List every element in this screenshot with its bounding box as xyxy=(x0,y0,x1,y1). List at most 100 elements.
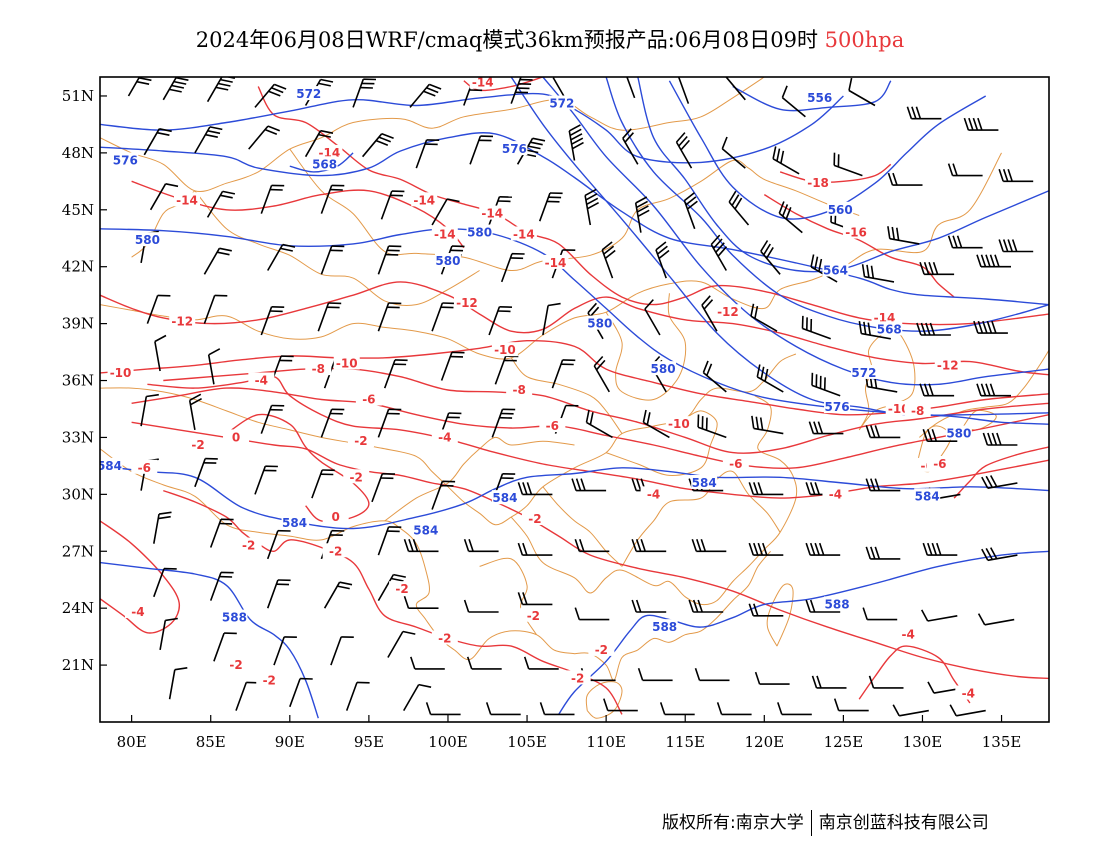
wind-barb xyxy=(920,609,958,622)
temperature-contour xyxy=(100,339,1049,416)
lon-tick-label: 80E xyxy=(117,733,147,751)
contour-label-mask xyxy=(904,402,931,417)
wind-barb xyxy=(431,480,456,510)
wind-barb xyxy=(377,245,402,275)
lon-tick-label: 120E xyxy=(745,733,785,751)
wind-barb xyxy=(203,247,232,275)
height-contours xyxy=(100,77,1049,719)
wind-barb xyxy=(637,668,673,682)
wind-barb xyxy=(149,183,179,211)
footer-separator xyxy=(810,810,812,836)
height-contour-label: 584 xyxy=(492,491,517,505)
wind-barb xyxy=(919,262,955,276)
height-contour xyxy=(100,465,1049,530)
wind-barb xyxy=(431,198,460,226)
wind-barb xyxy=(976,254,1011,268)
wind-barb xyxy=(922,542,958,556)
wind-barb xyxy=(431,302,456,332)
temperature-contour-label: -2 xyxy=(595,643,608,657)
wind-barb xyxy=(691,539,727,553)
contour-label-mask xyxy=(521,511,548,526)
contour-label-mask xyxy=(822,262,849,277)
wind-barb xyxy=(772,146,800,175)
wind-barb xyxy=(463,599,499,613)
wind-barb xyxy=(998,239,1034,253)
wind-barb xyxy=(981,475,1018,489)
wind-barb xyxy=(947,235,983,249)
wind-barb xyxy=(756,364,784,393)
contour-label-mask xyxy=(431,429,458,444)
height-contour xyxy=(558,550,1049,715)
contour-label-mask xyxy=(185,437,212,452)
wind-barb xyxy=(683,192,698,230)
temperature-contour-label: -2 xyxy=(354,434,367,448)
wind-barb xyxy=(919,383,955,397)
wind-barb xyxy=(159,617,178,651)
wind-barb xyxy=(976,383,1011,397)
contour-label-mask xyxy=(640,486,667,501)
temperature-contour-label: -10 xyxy=(888,402,910,416)
wind-barb xyxy=(517,592,553,606)
contour-label-mask xyxy=(389,581,416,596)
wind-barb xyxy=(209,518,234,548)
height-contour xyxy=(605,77,1049,332)
temperature-contour xyxy=(131,387,1049,470)
boundary-line xyxy=(605,293,687,401)
wind-barb xyxy=(778,201,803,234)
height-contour-label: 584 xyxy=(282,516,307,530)
wind-barb xyxy=(861,264,895,283)
temperature-contour-label: -2 xyxy=(263,673,276,687)
contour-label-mask xyxy=(714,304,741,319)
contour-label-mask xyxy=(806,89,833,104)
temperature-contour-label: -4 xyxy=(829,487,842,501)
wind-barb xyxy=(289,677,313,708)
temperature-contour-label: -4 xyxy=(131,605,144,619)
height-contour-label: 556 xyxy=(807,91,832,105)
temperature-contour-label: -8 xyxy=(312,362,325,376)
wind-barb xyxy=(266,529,291,560)
contour-label-mask xyxy=(548,95,575,110)
contour-label-mask xyxy=(221,609,248,624)
wind-barb xyxy=(140,393,159,427)
wind-barb xyxy=(748,482,784,496)
wind-barb xyxy=(260,184,285,214)
wind-barb xyxy=(194,457,218,488)
wind-barb xyxy=(751,415,784,435)
wind-barb xyxy=(728,190,750,226)
map-title: 2024年06月08日WRF/cmaq模式36km预报产品:06月08日09时 … xyxy=(0,24,1100,54)
temperature-contour-label: -4 xyxy=(647,487,660,501)
wind-barb xyxy=(887,172,923,186)
wind-barb xyxy=(387,630,416,658)
wind-barbs xyxy=(127,77,1034,717)
temperature-contour-label: -6 xyxy=(729,457,742,471)
contour-label-mask xyxy=(491,490,518,505)
wind-barb xyxy=(601,241,616,279)
wind-barb xyxy=(865,425,901,439)
contour-label-mask xyxy=(934,357,961,372)
wind-barb xyxy=(858,320,891,340)
temperature-contour-label: 0 xyxy=(331,510,339,524)
wind-barb xyxy=(677,77,690,104)
height-contour-label: 572 xyxy=(851,366,876,380)
wind-barb xyxy=(833,152,863,177)
temperature-contour-label: -14 xyxy=(434,227,456,241)
wind-barb xyxy=(194,126,223,154)
contour-label-mask xyxy=(281,514,308,529)
wind-barb xyxy=(517,542,553,556)
wind-barb xyxy=(694,668,730,682)
wind-barb xyxy=(631,599,667,613)
temperature-contour-label: -2 xyxy=(191,438,204,452)
boundary-line xyxy=(574,550,771,681)
temperature-contour-label: -6 xyxy=(138,461,151,475)
temperature-contour-label: -6 xyxy=(933,457,946,471)
wind-barb xyxy=(425,702,461,716)
contour-label-mask xyxy=(316,144,343,159)
wind-barb xyxy=(892,704,929,717)
contour-label-mask xyxy=(412,522,439,537)
wind-barb xyxy=(311,469,335,499)
lat-tick-label: 45N xyxy=(62,201,94,219)
boundary-line xyxy=(585,681,623,719)
height-contour-label: 584 xyxy=(413,523,438,537)
height-contour-label: 580 xyxy=(467,226,492,240)
temperature-contour-label: -16 xyxy=(845,226,867,240)
